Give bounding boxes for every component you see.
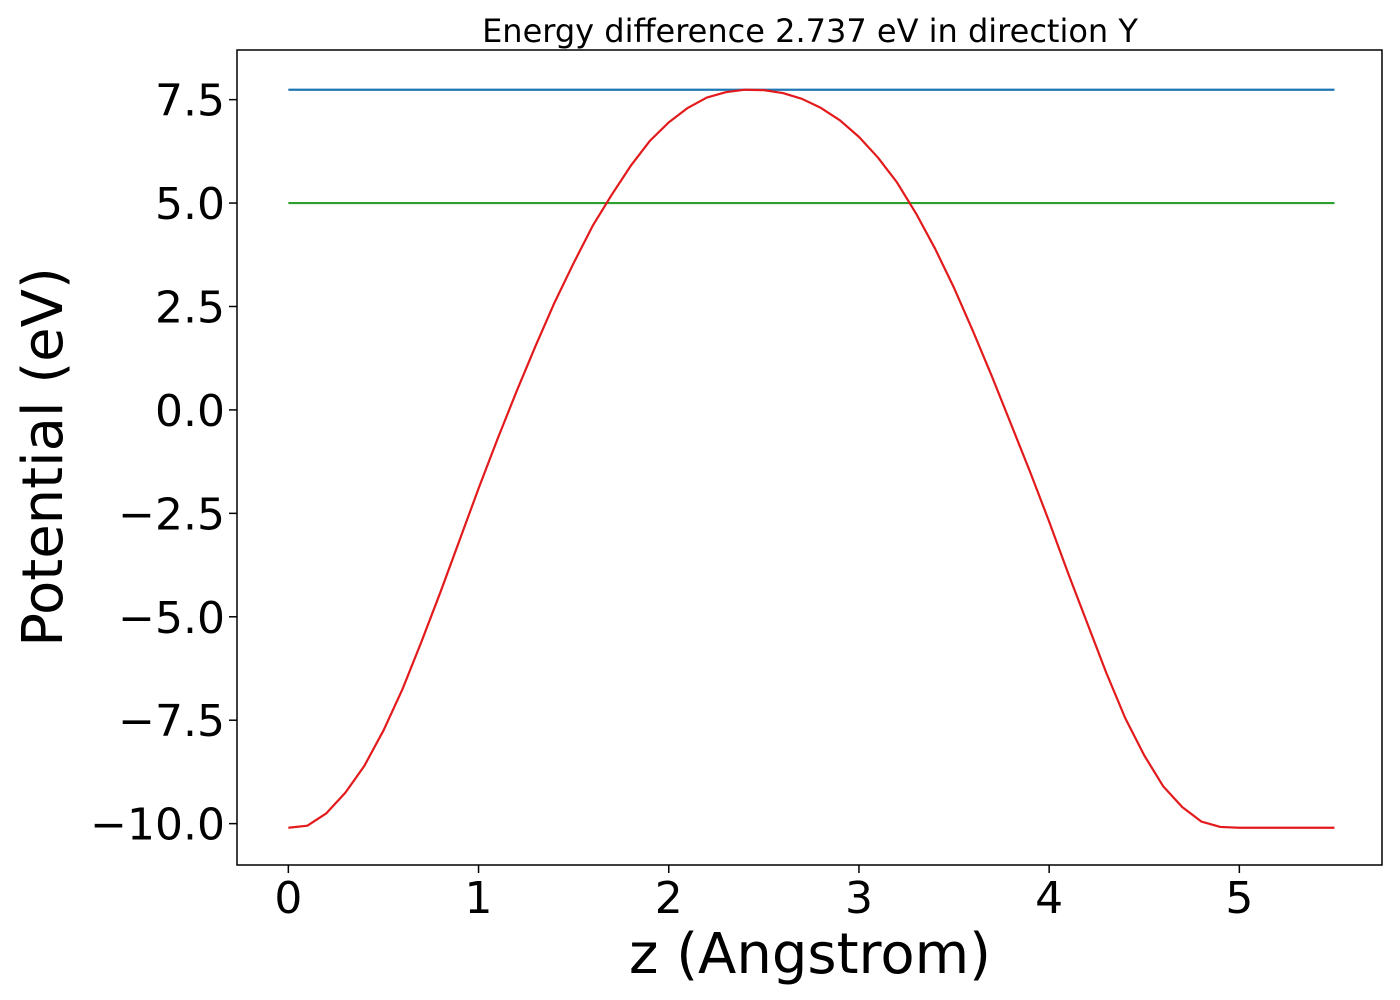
y-tick-label: 5.0 <box>155 179 225 230</box>
series-layer <box>288 88 1335 829</box>
x-tick-label: 1 <box>465 873 493 924</box>
y-tick-label: 2.5 <box>155 282 225 333</box>
y-axis: −10.0 −7.5 −5.0 −2.5 0.0 2.5 5.0 7.5 <box>90 76 237 851</box>
y-tick-label: −7.5 <box>118 696 225 747</box>
chart-title: Energy difference 2.737 eV in direction … <box>482 12 1138 50</box>
plot-frame <box>236 49 1383 866</box>
y-axis-title: Potential (eV) <box>11 267 76 647</box>
x-axis: 0 1 2 3 4 5 <box>274 865 1253 924</box>
y-tick-label: −2.5 <box>118 489 225 540</box>
series-line-2 <box>288 88 1335 829</box>
x-tick-label: 2 <box>655 873 683 924</box>
x-tick-label: 3 <box>845 873 873 924</box>
x-axis-title: z (Angstrom) <box>629 922 991 987</box>
y-tick-label: 7.5 <box>155 76 225 127</box>
y-tick-label: −5.0 <box>118 593 225 644</box>
x-tick-label: 5 <box>1225 873 1253 924</box>
x-tick-label: 4 <box>1035 873 1063 924</box>
y-tick-label: 0.0 <box>155 386 225 437</box>
x-tick-label: 0 <box>274 873 302 924</box>
y-tick-label: −10.0 <box>90 800 225 851</box>
